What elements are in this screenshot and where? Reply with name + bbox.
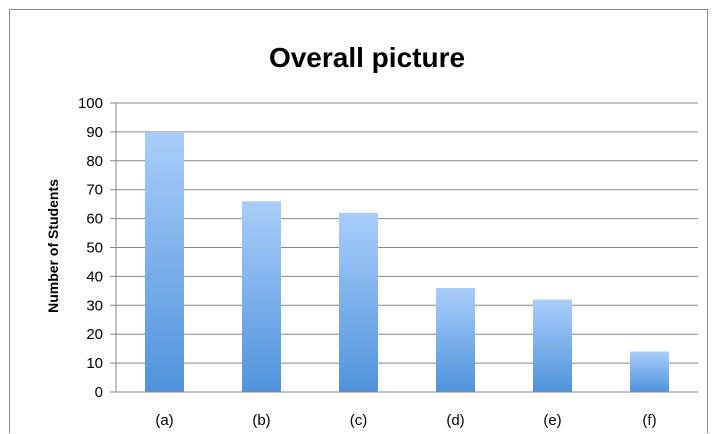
y-axis-label: Number of Students xyxy=(45,179,61,313)
bar-f xyxy=(630,351,669,392)
y-tick-label: 80 xyxy=(86,153,103,170)
bar-b xyxy=(242,201,281,392)
y-tick-label: 0 xyxy=(95,384,103,401)
x-tick-labels: (a) (b) (c) (d) (e) (f) xyxy=(155,412,656,429)
y-tick-label: 20 xyxy=(86,326,103,343)
axes xyxy=(115,103,698,393)
x-tick-label: (c) xyxy=(350,412,368,429)
bar-d xyxy=(436,287,475,392)
bar-e xyxy=(533,299,572,392)
bar-c xyxy=(339,212,378,392)
y-tick-label: 30 xyxy=(86,297,103,314)
x-tick-label: (a) xyxy=(155,412,173,429)
bars xyxy=(145,131,669,392)
x-tick-label: (f) xyxy=(642,412,656,429)
x-tick-label: (d) xyxy=(446,412,464,429)
y-tick-label: 70 xyxy=(86,182,103,199)
x-tick-label: (b) xyxy=(252,412,270,429)
gridlines xyxy=(110,102,698,393)
y-tick-label: 40 xyxy=(86,268,103,285)
chart-title: Overall picture xyxy=(269,42,465,73)
y-tick-labels: 0 10 20 30 40 50 60 70 80 90 100 xyxy=(78,95,103,401)
x-tick-label: (e) xyxy=(543,412,561,429)
bar-a xyxy=(145,131,184,392)
y-tick-label: 90 xyxy=(86,124,103,141)
y-tick-label: 50 xyxy=(86,240,103,257)
y-tick-label: 100 xyxy=(78,95,103,112)
y-tick-label: 10 xyxy=(86,355,103,372)
y-tick-label: 60 xyxy=(86,211,103,228)
